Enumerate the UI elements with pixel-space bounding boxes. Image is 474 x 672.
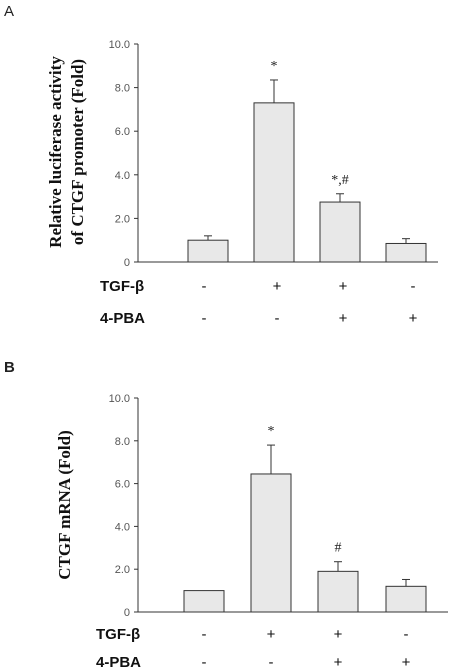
y-tick-label: 6.0 (115, 479, 130, 491)
y-tick-label: 2.0 (115, 564, 130, 576)
condition-label: TGF-β (100, 278, 144, 295)
y-tick-label: 4.0 (115, 170, 130, 182)
y-tick-label: 2.0 (115, 213, 130, 225)
condition-sign: + (334, 654, 343, 671)
condition-sign: - (404, 626, 409, 643)
bar (385, 242, 427, 263)
y-axis-label: of CTGF promoter (Fold) (68, 59, 87, 245)
condition-sign: - (202, 654, 207, 671)
chart-panel-b: 0 2.0 4.0 6.0 8.0 10.0 CTGF mRNA (Fold) * # TGF-β… (55, 393, 448, 671)
y-tick-label: 0 (124, 257, 130, 269)
condition-sign: + (402, 654, 411, 671)
y-tick-label: 4.0 (115, 521, 130, 533)
bar (385, 585, 427, 613)
condition-sign: - (411, 278, 416, 295)
condition-sign: - (275, 310, 280, 327)
significance-marker: * (268, 424, 275, 439)
bar (253, 102, 295, 263)
condition-sign: + (273, 278, 282, 295)
condition-label: 4-PBA (100, 310, 145, 327)
bar (317, 570, 359, 613)
bar (183, 590, 225, 613)
condition-sign: + (339, 278, 348, 295)
y-tick-label: 0 (124, 607, 130, 619)
condition-label: TGF-β (96, 626, 140, 643)
bar (250, 473, 292, 613)
chart-panel-a: 0 2.0 4.0 6.0 8.0 10.0 Relative luciferase act… (46, 39, 438, 327)
panel-label-b: B (4, 359, 15, 376)
condition-sign: + (409, 310, 418, 327)
significance-marker: *,# (331, 173, 349, 188)
y-tick-label: 6.0 (115, 126, 130, 138)
condition-sign: - (202, 310, 207, 327)
condition-sign: - (269, 654, 274, 671)
bar (319, 201, 361, 263)
y-axis-label: CTGF mRNA (Fold) (55, 430, 74, 580)
y-axis-label: Relative luciferase activity (46, 56, 65, 248)
condition-label: 4-PBA (96, 654, 141, 671)
y-tick-label: 8.0 (115, 83, 130, 95)
y-tick-label: 8.0 (115, 436, 130, 448)
condition-sign: - (202, 278, 207, 295)
bar (187, 239, 229, 263)
condition-sign: + (267, 626, 276, 643)
y-tick-label: 10.0 (109, 393, 130, 405)
condition-sign: + (339, 310, 348, 327)
condition-sign: + (334, 626, 343, 643)
panel-label-a: A (4, 3, 14, 20)
y-tick-label: 10.0 (109, 39, 130, 51)
significance-marker: # (335, 541, 342, 556)
significance-marker: * (271, 59, 278, 74)
condition-sign: - (202, 626, 207, 643)
